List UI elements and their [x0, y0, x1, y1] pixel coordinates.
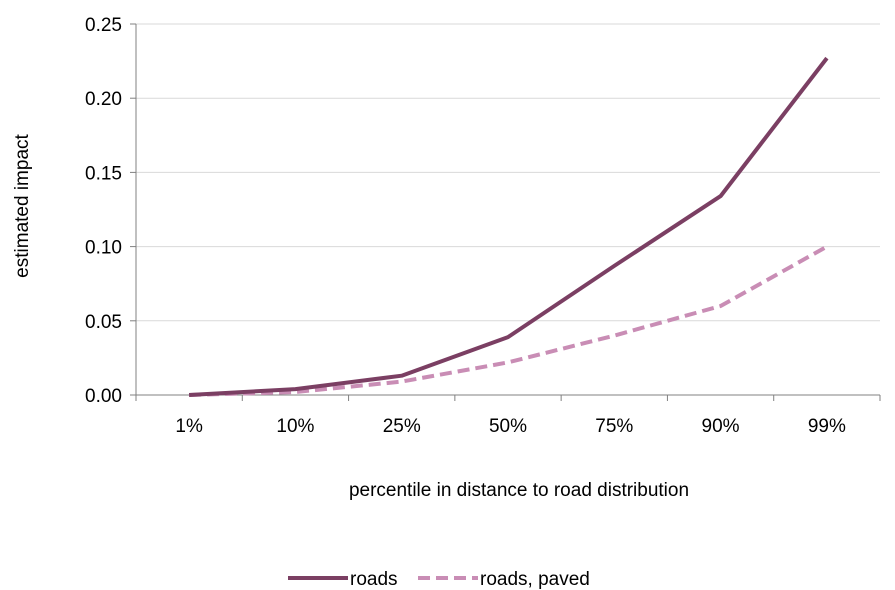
x-tick-label: 25%: [383, 416, 421, 437]
x-tick-label: 10%: [276, 416, 314, 437]
y-tick-label: 0.05: [85, 312, 122, 333]
y-axis-ticks: 0.00 0.05 0.10 0.15 0.20 0.25: [85, 15, 136, 407]
axes: [135, 24, 880, 396]
legend-label-roads-paved: roads, paved: [480, 569, 590, 590]
x-tick-label: 75%: [595, 416, 633, 437]
y-tick-label: 0.10: [85, 238, 122, 259]
gridlines: [136, 23, 880, 322]
x-axis-ticks: 1% 10% 25% 50% 75% 90% 99%: [135, 395, 881, 437]
series-line-roads: [188, 56, 829, 397]
x-tick-label: 90%: [702, 416, 740, 437]
y-axis-title: estimated impact: [12, 133, 33, 277]
x-axis-title: percentile in distance to road distribut…: [349, 480, 689, 501]
y-tick-label: 0.20: [85, 89, 122, 110]
y-tick-label: 0.15: [85, 163, 122, 184]
legend-label-roads: roads: [350, 569, 398, 590]
series-lines: [188, 56, 829, 397]
x-tick-label: 99%: [808, 416, 846, 437]
y-tick-label: 0.00: [85, 386, 122, 407]
x-tick-label: 1%: [175, 416, 203, 437]
x-tick-label: 50%: [489, 416, 527, 437]
series-line-roads-paved: [189, 244, 828, 397]
y-tick-label: 0.25: [85, 15, 122, 36]
legend: roads roads, paved: [288, 569, 590, 590]
